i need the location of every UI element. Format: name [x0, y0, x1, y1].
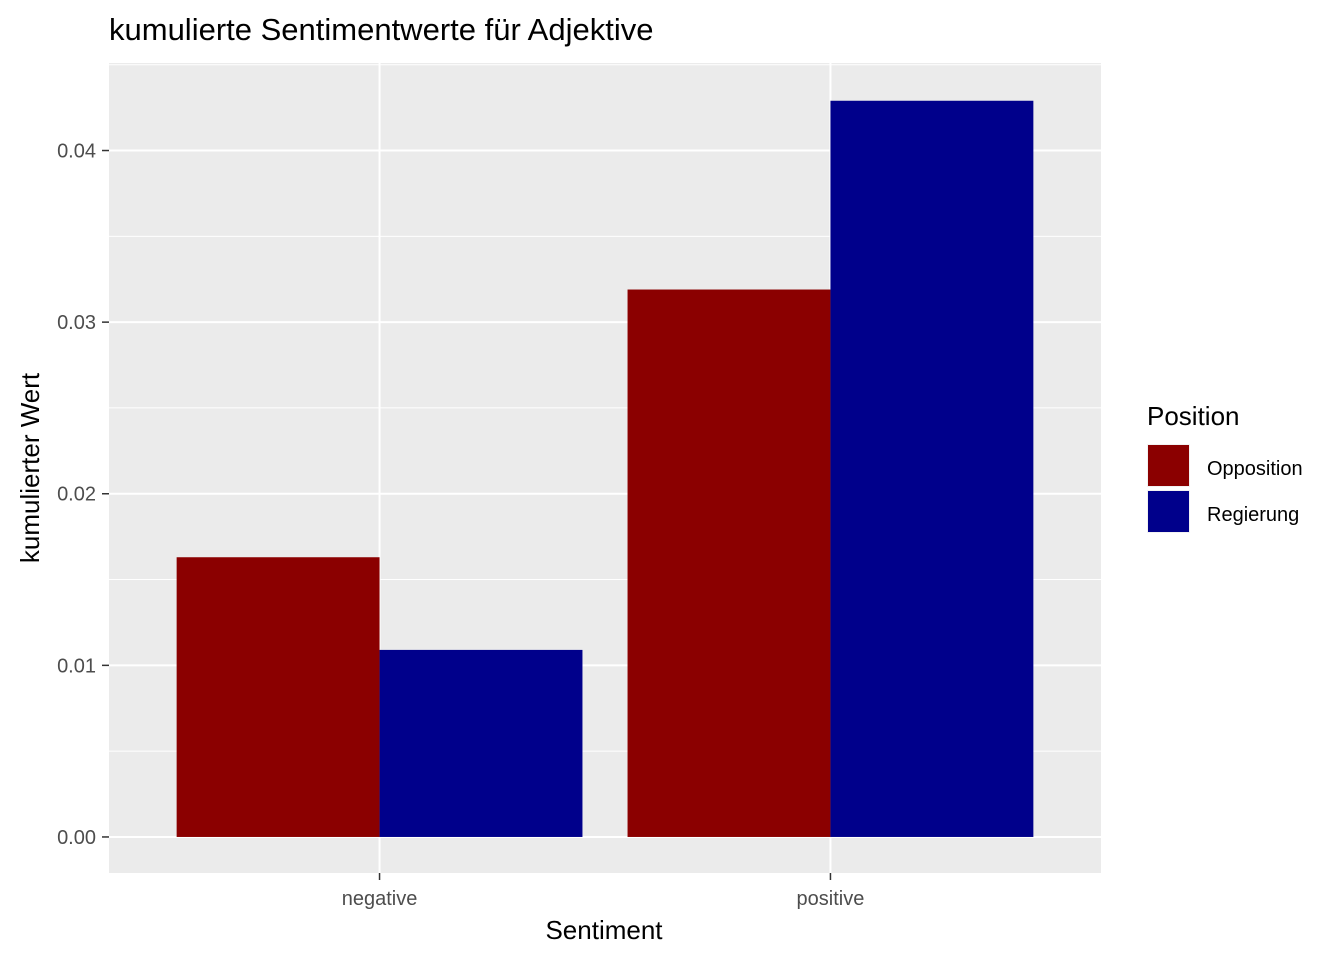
bar-regierung-negative	[379, 649, 583, 837]
legend-label-opposition: Opposition	[1207, 458, 1303, 480]
x-axis: negative positive	[342, 873, 865, 910]
legend: Position Opposition Regierung	[1147, 401, 1303, 533]
legend-swatch-opposition	[1148, 445, 1189, 486]
bar-regierung-positive	[830, 100, 1034, 837]
y-tick-label: 0.04	[57, 141, 96, 163]
y-tick-label: 0.01	[57, 655, 96, 677]
bar-opposition-negative	[176, 557, 380, 837]
y-axis-title: kumulierter Wert	[15, 372, 45, 563]
y-tick-label: 0.02	[57, 484, 96, 506]
x-tick-label: negative	[342, 888, 418, 910]
x-tick-label: positive	[797, 888, 865, 910]
bars	[176, 100, 1034, 837]
bar-opposition-positive	[627, 289, 831, 837]
chart-title: kumulierte Sentimentwerte für Adjektive	[109, 12, 653, 47]
legend-swatch-regierung	[1148, 491, 1189, 532]
y-axis: 0.00 0.01 0.02 0.03 0.04	[57, 141, 109, 849]
y-tick-label: 0.03	[57, 312, 96, 334]
legend-title: Position	[1147, 401, 1240, 431]
legend-label-regierung: Regierung	[1207, 504, 1299, 526]
y-tick-label: 0.00	[57, 827, 96, 849]
x-axis-title: Sentiment	[545, 915, 663, 945]
